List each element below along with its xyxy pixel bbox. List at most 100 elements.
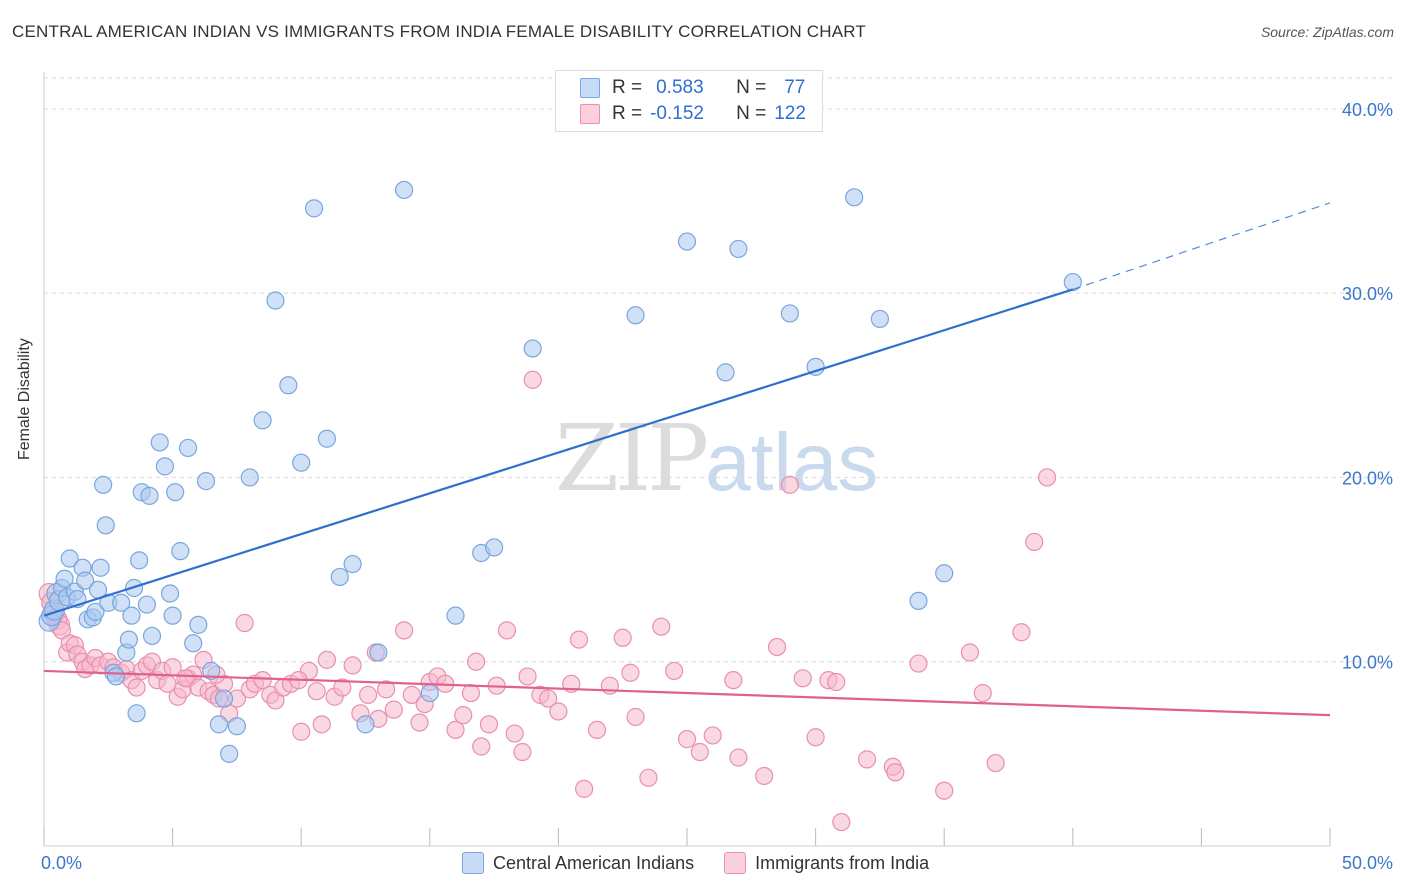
point-central-american-indians xyxy=(729,239,748,259)
point-immigrants-from-india xyxy=(665,661,684,681)
point-immigrants-from-india xyxy=(960,643,980,662)
legend-r-label: R = xyxy=(612,103,643,124)
point-central-american-indians xyxy=(317,429,337,448)
point-immigrants-from-india xyxy=(973,683,992,703)
point-central-american-indians xyxy=(266,291,285,310)
point-immigrants-from-india xyxy=(626,707,645,727)
legend-item-central-american-indians: Central American Indians xyxy=(462,852,694,874)
point-central-american-indians xyxy=(96,516,115,535)
point-immigrants-from-india xyxy=(793,669,812,688)
point-immigrants-from-india xyxy=(767,637,787,657)
chart-title: CENTRAL AMERICAN INDIAN VS IMMIGRANTS FR… xyxy=(12,22,867,41)
y-tick-label: 30.0% xyxy=(1342,284,1393,304)
point-central-american-indians xyxy=(178,438,198,458)
point-immigrants-from-india xyxy=(652,617,671,636)
point-central-american-indians xyxy=(196,472,216,491)
point-immigrants-from-india xyxy=(1025,532,1044,552)
legend-swatch-pink xyxy=(724,852,747,874)
point-immigrants-from-india xyxy=(376,680,396,699)
point-immigrants-from-india xyxy=(832,812,851,832)
point-immigrants-from-india xyxy=(827,672,846,692)
point-immigrants-from-india xyxy=(505,724,524,743)
watermark-zip: ZIP xyxy=(555,405,709,512)
y-tick-label: 40.0% xyxy=(1342,100,1393,120)
point-immigrants-from-india xyxy=(523,370,542,389)
point-immigrants-from-india xyxy=(394,621,414,640)
point-central-american-indians xyxy=(76,571,95,590)
point-central-american-indians xyxy=(140,486,159,505)
point-central-american-indians xyxy=(806,357,825,376)
point-central-american-indians xyxy=(91,558,110,577)
point-immigrants-from-india xyxy=(986,753,1005,773)
point-central-american-indians xyxy=(523,339,542,358)
point-immigrants-from-india xyxy=(539,689,558,708)
trendline-central-american-indians xyxy=(43,288,1074,617)
point-central-american-indians xyxy=(112,593,131,612)
point-central-american-indians xyxy=(253,411,272,430)
point-immigrants-from-india xyxy=(343,656,362,675)
legend-n-label: N = xyxy=(736,103,767,124)
point-immigrants-from-india xyxy=(806,728,825,747)
point-immigrants-from-india xyxy=(857,750,877,769)
legend-label: Immigrants from India xyxy=(755,852,930,873)
point-immigrants-from-india xyxy=(613,628,632,647)
point-immigrants-from-india xyxy=(292,722,311,741)
point-immigrants-from-india xyxy=(569,630,589,649)
point-central-american-indians xyxy=(189,615,208,634)
point-central-american-indians xyxy=(369,643,388,662)
point-immigrants-from-india xyxy=(253,671,272,690)
legend-r-label: R = xyxy=(612,77,643,98)
point-central-american-indians xyxy=(150,433,169,452)
point-central-american-indians xyxy=(330,567,349,587)
point-immigrants-from-india xyxy=(472,737,491,756)
legend-swatch-blue xyxy=(580,78,600,98)
point-central-american-indians xyxy=(55,569,74,588)
trendline-immigrants-from-india xyxy=(43,669,1331,717)
point-immigrants-from-india xyxy=(639,768,658,787)
point-immigrants-from-india xyxy=(575,779,594,798)
point-central-american-indians xyxy=(171,542,190,561)
point-immigrants-from-india xyxy=(402,685,421,704)
point-immigrants-from-india xyxy=(466,652,486,671)
point-central-american-indians xyxy=(122,606,141,625)
point-central-american-indians xyxy=(106,667,126,686)
point-immigrants-from-india xyxy=(446,720,465,740)
point-immigrants-from-india xyxy=(384,700,403,719)
legend-item-immigrants-from-india: Immigrants from India xyxy=(724,852,929,874)
point-central-american-indians xyxy=(60,549,79,568)
point-central-american-indians xyxy=(209,715,228,734)
legend-row-blue: R = 0.583 N = 77 xyxy=(580,76,805,100)
point-immigrants-from-india xyxy=(497,621,517,640)
x-tick-label: 0.0% xyxy=(41,853,82,873)
point-central-american-indians xyxy=(304,199,324,218)
point-central-american-indians xyxy=(155,457,174,476)
legend-n-value: 77 xyxy=(784,77,806,98)
point-immigrants-from-india xyxy=(886,763,905,782)
point-central-american-indians xyxy=(119,630,138,649)
point-central-american-indians xyxy=(184,634,203,653)
point-immigrants-from-india xyxy=(724,671,743,690)
point-immigrants-from-india xyxy=(909,654,928,673)
point-immigrants-from-india xyxy=(677,730,697,749)
point-immigrants-from-india xyxy=(621,663,640,682)
point-immigrants-from-india xyxy=(333,678,352,697)
point-central-american-indians xyxy=(279,376,298,395)
correlation-legend: R = 0.583 N = 77 R = -0.152 N = 122 xyxy=(555,70,823,132)
legend-swatch-pink xyxy=(580,104,600,124)
point-immigrants-from-india xyxy=(307,682,326,701)
point-immigrants-from-india xyxy=(513,742,532,762)
point-immigrants-from-india xyxy=(690,742,709,762)
trendline-extension xyxy=(1072,202,1331,291)
point-immigrants-from-india xyxy=(1012,623,1031,642)
point-central-american-indians xyxy=(142,626,162,646)
point-central-american-indians xyxy=(356,715,375,734)
point-immigrants-from-india xyxy=(176,669,195,688)
y-tick-label: 20.0% xyxy=(1342,468,1393,488)
point-central-american-indians xyxy=(716,363,735,382)
point-central-american-indians xyxy=(446,606,465,625)
point-immigrants-from-india xyxy=(518,667,537,686)
point-central-american-indians xyxy=(163,606,182,625)
point-central-american-indians xyxy=(909,591,928,611)
point-immigrants-from-india xyxy=(235,613,254,633)
point-immigrants-from-india xyxy=(410,713,429,732)
